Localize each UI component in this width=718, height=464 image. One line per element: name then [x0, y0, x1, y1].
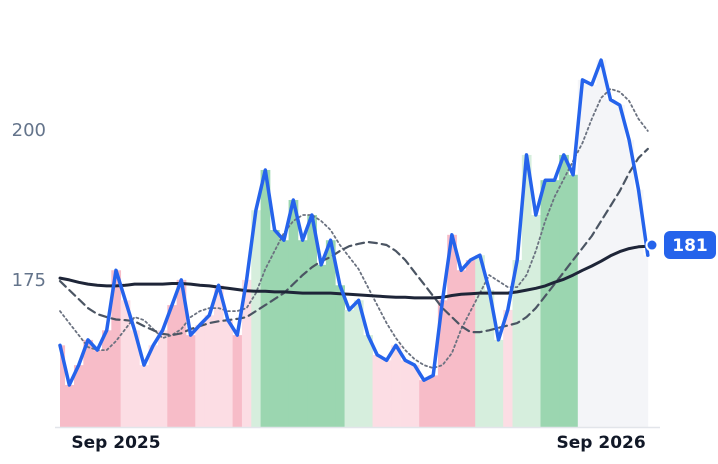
price-fill	[111, 270, 122, 427]
price-fill	[335, 285, 345, 427]
x-tick-label: Sep 2026	[557, 433, 646, 453]
price-fill	[148, 345, 159, 427]
price-fill	[400, 360, 411, 427]
price-fill	[101, 330, 112, 427]
price-fill	[391, 345, 401, 427]
price-fill	[139, 365, 150, 427]
price-fill	[484, 290, 495, 427]
price-fill	[577, 79, 588, 428]
price-fill	[92, 350, 103, 427]
price-fill	[157, 330, 168, 427]
end-label: 181	[672, 236, 708, 256]
price-fill	[372, 354, 383, 427]
price-fill	[83, 339, 94, 427]
price-fill	[297, 240, 308, 427]
x-tick-label: Sep 2025	[71, 433, 160, 453]
price-fill	[73, 365, 84, 427]
price-fill	[605, 99, 616, 427]
y-tick-label: 200	[12, 120, 46, 141]
price-fill	[344, 309, 355, 427]
price-fill	[465, 260, 476, 427]
price-fill	[185, 335, 196, 427]
price-fill	[204, 315, 215, 427]
series-line	[58, 147, 649, 337]
price-fill	[381, 360, 392, 427]
price-fill	[176, 279, 187, 427]
price-fill	[475, 255, 485, 427]
price-fill	[587, 84, 597, 427]
price-fill	[167, 305, 178, 427]
price-fill	[568, 174, 579, 427]
price-fill	[559, 154, 569, 428]
end-dot	[645, 238, 659, 252]
price-fill	[419, 380, 429, 427]
price-fill	[269, 230, 280, 427]
series-line	[58, 58, 650, 387]
price-fill	[503, 309, 513, 427]
price-fill	[195, 324, 206, 427]
price-fill	[307, 215, 317, 427]
series-line	[59, 88, 649, 369]
price-fill	[643, 255, 649, 427]
price-fill	[493, 339, 504, 427]
price-fill	[223, 320, 234, 427]
price-fill	[633, 189, 644, 427]
price-fill	[624, 139, 635, 427]
price-fill	[549, 180, 560, 427]
price-fill	[213, 285, 224, 427]
price-fill	[279, 240, 289, 427]
price-fill	[60, 345, 66, 427]
price-fill	[316, 264, 327, 427]
price-fill	[251, 210, 261, 427]
price-fill	[260, 169, 271, 427]
price-fill	[428, 375, 439, 427]
price-fill	[409, 365, 420, 427]
price-fill	[596, 60, 607, 427]
price-fill	[353, 300, 364, 427]
price-fill	[120, 300, 131, 427]
price-fill	[232, 335, 243, 427]
price-fill	[456, 270, 467, 427]
price-fill	[288, 199, 299, 427]
price-fill	[64, 384, 75, 427]
price-fill	[363, 335, 373, 427]
end-badge	[664, 231, 716, 260]
price-fill	[512, 260, 523, 427]
price-fill	[531, 215, 541, 427]
price-fill	[241, 279, 252, 427]
price-fill	[325, 240, 336, 427]
price-fill	[615, 105, 625, 427]
price-fill	[447, 234, 457, 427]
series-line	[58, 244, 650, 300]
price-fill	[129, 330, 140, 427]
y-tick-label: 175	[12, 270, 46, 291]
price-fill	[540, 180, 551, 427]
